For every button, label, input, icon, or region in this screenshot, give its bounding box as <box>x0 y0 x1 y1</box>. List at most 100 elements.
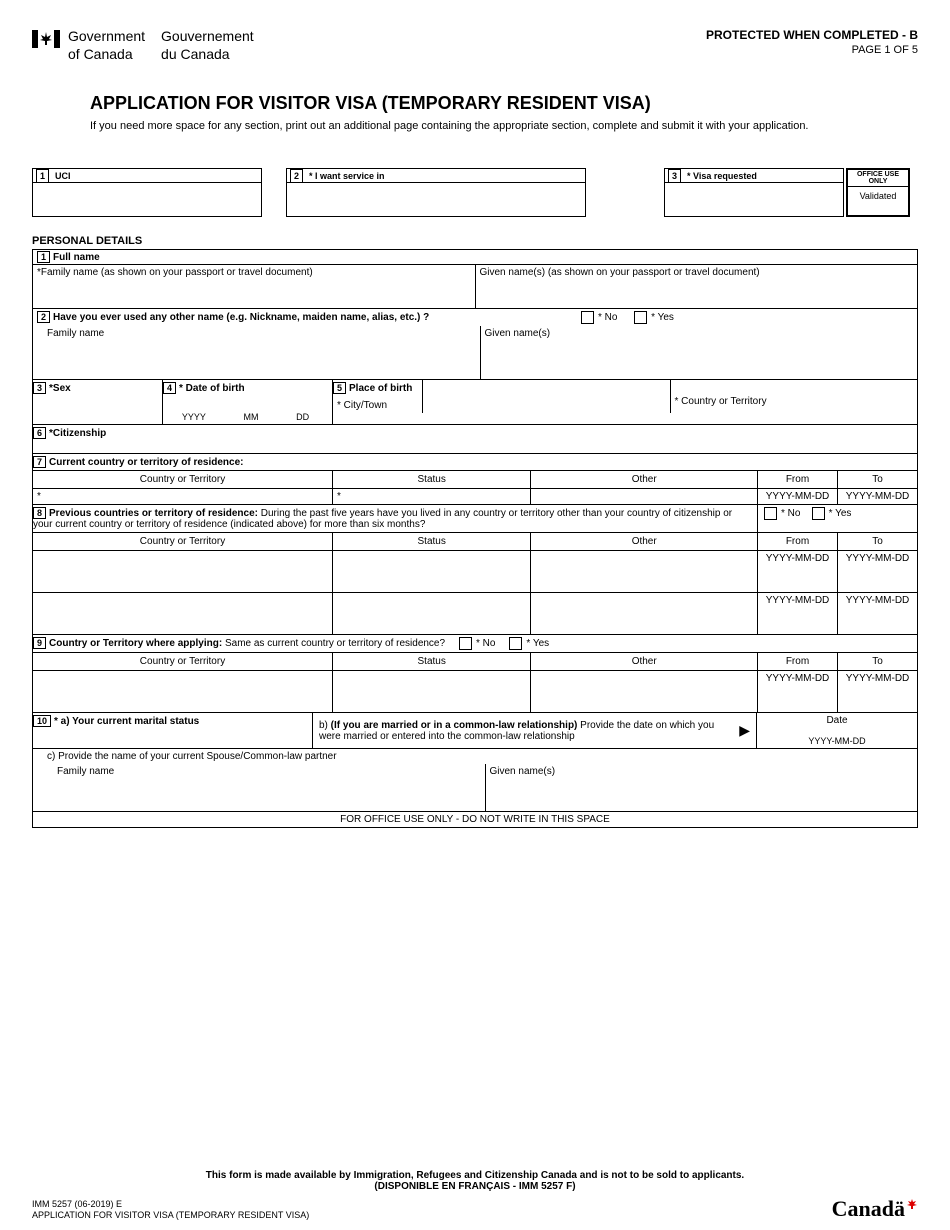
uci-label: UCI <box>55 171 71 181</box>
q2-no-label: * No <box>598 312 617 323</box>
gov-english: Government of Canada <box>68 28 145 63</box>
q10a-label: * a) Your current marital status <box>54 716 199 727</box>
q1-given-name-field[interactable]: Given name(s) (as shown on your passport… <box>476 265 918 308</box>
service-label: * I want service in <box>309 171 385 181</box>
q8-yes-checkbox[interactable] <box>812 507 825 520</box>
arrow-right-icon: ▶ <box>739 722 750 739</box>
q9-label-bold: Country or Territory where applying: <box>49 638 222 649</box>
q8-col-other: Other <box>531 533 758 551</box>
q8-r2-other[interactable] <box>531 593 758 635</box>
q7-to-field[interactable]: YYYY-MM-DD <box>838 489 918 505</box>
q1-given-name-label: Given name(s) (as shown on your passport… <box>480 267 760 278</box>
q9-country-field[interactable] <box>33 671 333 713</box>
office-use-box: OFFICE USE ONLY Validated <box>846 168 910 217</box>
q7-other-field[interactable] <box>531 489 758 505</box>
service-field[interactable]: 2 * I want service in <box>286 168 586 217</box>
q9-from-field[interactable]: YYYY-MM-DD <box>758 671 838 713</box>
q8-r1-to[interactable]: YYYY-MM-DD <box>838 551 918 593</box>
service-number: 2 <box>290 169 303 183</box>
q4-number: 4 <box>163 382 176 394</box>
q8-r2-country[interactable] <box>33 593 333 635</box>
q9-col-from: From <box>758 653 838 671</box>
q1-family-name-field[interactable]: *Family name (as shown on your passport … <box>33 265 476 308</box>
canada-wordmark: Canadä <box>832 1196 918 1222</box>
q9-label-rest: Same as current country or territory of … <box>222 638 445 649</box>
q10-number: 10 <box>33 715 51 727</box>
wordmark-flag-icon <box>906 1198 918 1213</box>
q9-status-field[interactable] <box>333 671 531 713</box>
page-footer: This form is made available by Immigrati… <box>32 1170 918 1222</box>
q7-country-field[interactable]: * <box>33 489 333 505</box>
q7-status-field[interactable]: * <box>333 489 531 505</box>
uci-field[interactable]: 1 UCI <box>32 168 262 217</box>
q1-number: 1 <box>37 251 50 263</box>
q8-r1-from[interactable]: YYYY-MM-DD <box>758 551 838 593</box>
q6-citizenship-field[interactable]: 6*Citizenship <box>33 425 918 454</box>
visa-requested-field[interactable]: 3 * Visa requested <box>664 168 844 217</box>
gov-fr-line2: du Canada <box>161 46 254 64</box>
q4-mm: MM <box>244 412 259 422</box>
protected-label: PROTECTED WHEN COMPLETED - B <box>706 28 918 42</box>
q5-country-field[interactable]: * Country or Territory <box>671 380 918 413</box>
q2-question: Have you ever used any other name (e.g. … <box>53 312 429 323</box>
q8-r2-to[interactable]: YYYY-MM-DD <box>838 593 918 635</box>
q10b-prefix: b) <box>319 720 331 731</box>
office-use-space: FOR OFFICE USE ONLY - DO NOT WRITE IN TH… <box>33 812 918 828</box>
q9-to-field[interactable]: YYYY-MM-DD <box>838 671 918 713</box>
q9-other-field[interactable] <box>531 671 758 713</box>
q8-r1-country[interactable] <box>33 551 333 593</box>
q7-col-country: Country or Territory <box>33 471 333 489</box>
uci-number: 1 <box>36 169 49 183</box>
q4-dob-field[interactable]: 4* Date of birth YYYY MM DD <box>163 380 333 425</box>
q9-col-status: Status <box>333 653 531 671</box>
q2-family-name-field[interactable]: Family name <box>33 326 481 379</box>
q8-r2-status[interactable] <box>333 593 531 635</box>
q8-col-from: From <box>758 533 838 551</box>
q9-col-country: Country or Territory <box>33 653 333 671</box>
gov-french: Gouvernement du Canada <box>161 28 254 63</box>
q5-city-field[interactable] <box>423 380 671 413</box>
q10b-datefmt: YYYY-MM-DD <box>761 726 913 746</box>
q8-label-bold: Previous countries or territory of resid… <box>49 508 258 519</box>
q2-yes-label: * Yes <box>651 312 674 323</box>
visa-number: 3 <box>668 169 681 183</box>
q10a-marital-field[interactable]: 10* a) Your current marital status <box>33 713 313 748</box>
q9-col-to: To <box>838 653 918 671</box>
q2-yes-checkbox[interactable] <box>634 311 647 324</box>
q7-star2: * <box>337 491 341 502</box>
q8-r1-other[interactable] <box>531 551 758 593</box>
q8-col-status: Status <box>333 533 531 551</box>
q9-col-other: Other <box>531 653 758 671</box>
q2-no-checkbox[interactable] <box>581 311 594 324</box>
q3-sex-field[interactable]: 3*Sex <box>33 380 163 425</box>
q4-yyyy: YYYY <box>182 412 206 422</box>
protected-block: PROTECTED WHEN COMPLETED - B PAGE 1 OF 5 <box>706 28 918 56</box>
q8-no-checkbox[interactable] <box>764 507 777 520</box>
q8-r1-status[interactable] <box>333 551 531 593</box>
q9-yes-checkbox[interactable] <box>509 637 522 650</box>
q10b-date-field[interactable]: Date YYYY-MM-DD <box>757 713 917 748</box>
q4-dd: DD <box>296 412 309 422</box>
footer-line1: This form is made available by Immigrati… <box>32 1170 918 1181</box>
gov-fr-line1: Gouvernement <box>161 28 254 46</box>
q1-family-name-label: *Family name (as shown on your passport … <box>37 267 313 278</box>
footer-line2: (DISPONIBLE EN FRANÇAIS - IMM 5257 F) <box>32 1181 918 1192</box>
q10c-family-field[interactable]: Family name <box>33 764 486 811</box>
q9-no-label: * No <box>476 638 495 649</box>
q5-country-label: * Country or Territory <box>675 382 914 407</box>
q10c-given-field[interactable]: Given name(s) <box>486 764 918 811</box>
q2-given-name-label: Given name(s) <box>485 328 551 339</box>
q7-number: 7 <box>33 456 46 468</box>
q7-from-field[interactable]: YYYY-MM-DD <box>758 489 838 505</box>
q9-no-checkbox[interactable] <box>459 637 472 650</box>
q7-col-status: Status <box>333 471 531 489</box>
q6-number: 6 <box>33 427 46 439</box>
q2-family-name-label: Family name <box>47 328 104 339</box>
q7-col-to: To <box>838 471 918 489</box>
top-fields-row: 1 UCI 2 * I want service in 3 * Visa reques… <box>32 168 918 217</box>
q4-label: * Date of birth <box>179 383 245 394</box>
q8-r2-from[interactable]: YYYY-MM-DD <box>758 593 838 635</box>
visa-label: * Visa requested <box>687 171 757 181</box>
q10b-bold: (If you are married or in a common-law r… <box>331 720 578 731</box>
q2-given-name-field[interactable]: Given name(s) <box>481 326 918 379</box>
